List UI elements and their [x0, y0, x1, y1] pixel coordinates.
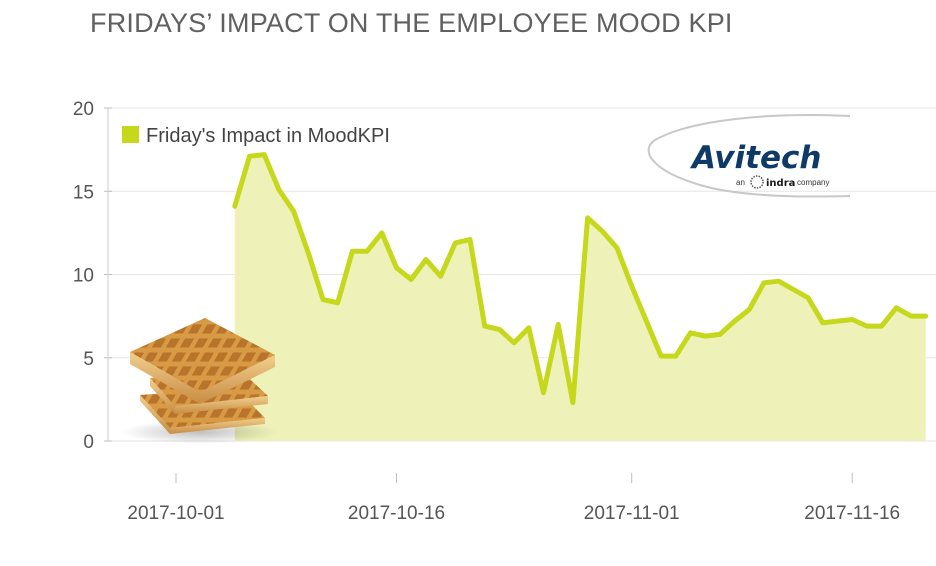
x-axis: 2017-10-01 2017-10-16 2017-11-01 2017-11-16	[127, 473, 900, 524]
series-line[interactable]	[232, 152, 929, 406]
legend[interactable]: Friday's Impact in MoodKPI	[122, 125, 390, 147]
x-tick-label: 2017-10-01	[127, 503, 224, 524]
y-tick-label: 0	[83, 432, 94, 453]
svg-text:indra: indra	[766, 178, 795, 189]
series-area	[232, 152, 929, 441]
x-tick-label: 2017-11-01	[584, 503, 680, 524]
x-tick-label: 2017-11-16	[804, 503, 900, 524]
series-area-fill	[234, 154, 926, 441]
y-tick-label: 10	[73, 266, 94, 287]
chart-title: FRIDAYS’ IMPACT ON THE EMPLOYEE MOOD KPI	[90, 8, 733, 38]
y-tick-label: 20	[73, 99, 94, 120]
y-tick-label: 5	[83, 349, 94, 370]
waffles-image	[122, 318, 278, 444]
x-tick-label: 2017-10-16	[348, 503, 445, 524]
legend-label: Friday's Impact in MoodKPI	[146, 125, 390, 147]
svg-text:an: an	[736, 178, 745, 187]
avitech-logo: Avitech an indra company	[647, 114, 851, 198]
legend-swatch	[122, 126, 139, 143]
y-tick-label: 15	[73, 182, 94, 203]
svg-text:Avitech: Avitech	[689, 140, 821, 176]
svg-text:company: company	[797, 178, 829, 187]
